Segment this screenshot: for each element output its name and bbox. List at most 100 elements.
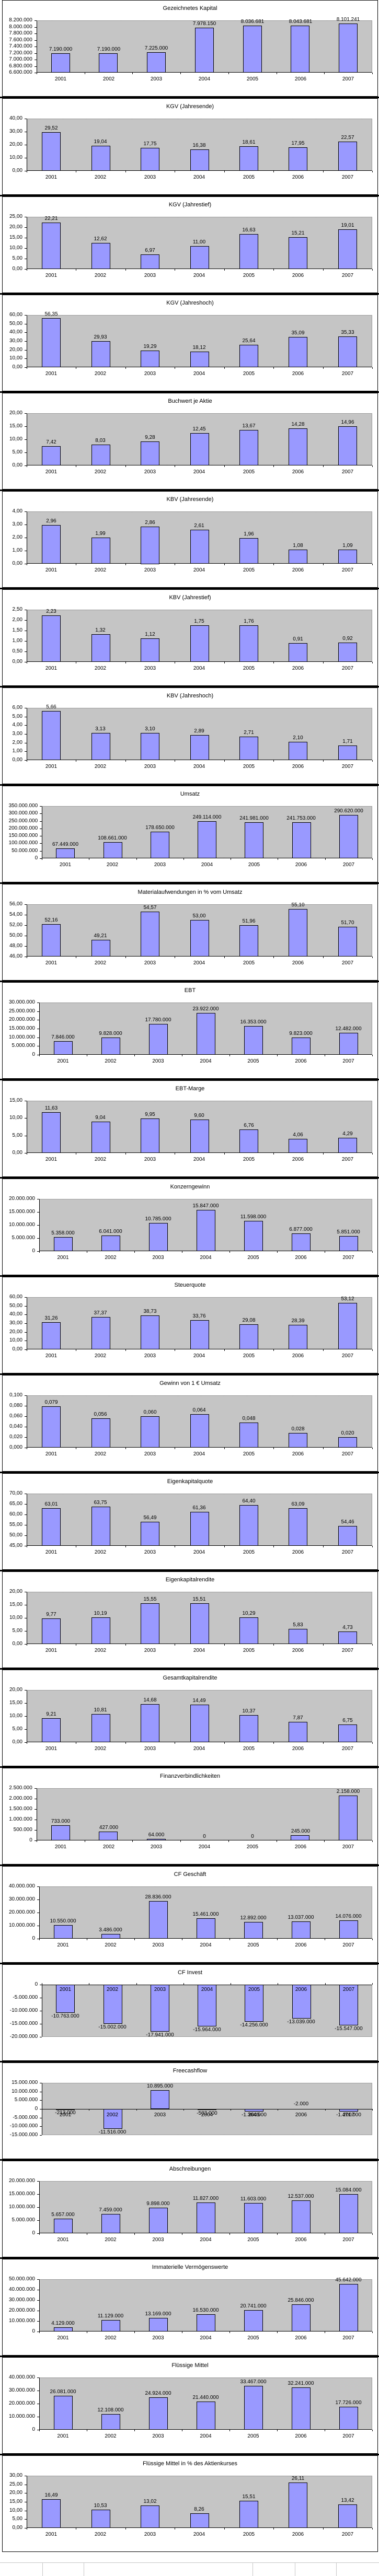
bar-2007[interactable] xyxy=(338,1631,357,1644)
bar-2003[interactable] xyxy=(151,832,169,858)
bar-2007[interactable] xyxy=(338,1303,357,1349)
bar-2004[interactable] xyxy=(190,149,209,171)
bar-2006[interactable] xyxy=(292,1921,311,1939)
bar-2002[interactable] xyxy=(91,538,110,564)
bar-2004[interactable] xyxy=(190,1705,209,1742)
bar-2006[interactable] xyxy=(289,742,307,760)
bar-2006[interactable] xyxy=(289,237,307,269)
bar-2005[interactable] xyxy=(243,26,262,73)
bar-2006[interactable] xyxy=(292,2200,311,2233)
bar-2002[interactable] xyxy=(91,634,110,662)
bar-2006[interactable] xyxy=(289,550,307,564)
bar-2005[interactable] xyxy=(244,1221,263,1251)
bar-2001[interactable] xyxy=(42,1508,61,1546)
bar-2007[interactable] xyxy=(338,142,357,171)
bar-2006[interactable] xyxy=(289,1139,307,1153)
bar-2007[interactable] xyxy=(339,24,358,73)
bar-2001[interactable] xyxy=(54,1925,73,1939)
bar-2003[interactable] xyxy=(151,2090,169,2109)
bar-2002[interactable] xyxy=(91,1122,110,1153)
bar-2004[interactable] xyxy=(190,530,209,564)
bar-2007[interactable] xyxy=(338,643,357,662)
bar-2002[interactable] xyxy=(101,1235,120,1251)
bar-2007[interactable] xyxy=(338,1437,357,1448)
bar-2007[interactable] xyxy=(339,2284,358,2332)
bar-2006[interactable] xyxy=(292,2304,311,2332)
bar-2004[interactable] xyxy=(198,1985,216,2026)
bar-2006[interactable] xyxy=(292,822,311,858)
bar-2003[interactable] xyxy=(141,351,159,367)
bar-2006[interactable] xyxy=(291,1835,309,1840)
bar-2004[interactable] xyxy=(197,1210,215,1251)
bar-2006[interactable] xyxy=(289,147,307,171)
bar-2003[interactable] xyxy=(151,1985,169,2032)
bar-2004[interactable] xyxy=(190,1603,209,1644)
bar-2004[interactable] xyxy=(190,352,209,367)
bar-2002[interactable] xyxy=(99,1832,118,1840)
bar-2003[interactable] xyxy=(141,2505,159,2528)
bar-2002[interactable] xyxy=(101,1038,120,1055)
bar-2006[interactable] xyxy=(291,26,309,73)
bar-2006[interactable] xyxy=(289,1722,307,1742)
bar-2005[interactable] xyxy=(239,146,258,171)
bar-2007[interactable] xyxy=(339,2109,358,2112)
bar-2005[interactable] xyxy=(239,1423,258,1448)
bar-2002[interactable] xyxy=(104,2109,122,2129)
bar-2003[interactable] xyxy=(141,733,159,760)
bar-2006[interactable] xyxy=(289,2482,307,2528)
bar-2007[interactable] xyxy=(339,1985,358,2025)
bar-2005[interactable] xyxy=(244,2310,263,2332)
bar-2003[interactable] xyxy=(141,148,159,171)
bar-2002[interactable] xyxy=(91,1617,110,1644)
bar-2003[interactable] xyxy=(141,912,159,957)
bar-2002[interactable] xyxy=(104,842,122,858)
bar-2001[interactable] xyxy=(42,318,61,367)
bar-2005[interactable] xyxy=(245,1985,263,2022)
bar-2006[interactable] xyxy=(289,1508,307,1546)
bar-2002[interactable] xyxy=(91,2510,110,2528)
bar-2001[interactable] xyxy=(56,2109,75,2110)
bar-2001[interactable] xyxy=(42,2499,61,2528)
bar-2007[interactable] xyxy=(338,426,357,465)
bar-2001[interactable] xyxy=(54,1041,73,1055)
bar-2003[interactable] xyxy=(141,441,159,465)
bar-2004[interactable] xyxy=(190,1512,209,1546)
bar-2001[interactable] xyxy=(56,1985,75,2013)
bar-2005[interactable] xyxy=(239,538,258,564)
bar-2001[interactable] xyxy=(42,615,61,662)
bar-2001[interactable] xyxy=(42,1112,61,1153)
bar-2004[interactable] xyxy=(190,1320,209,1349)
bar-2004[interactable] xyxy=(190,246,209,269)
bar-2002[interactable] xyxy=(91,1317,110,1349)
bar-2001[interactable] xyxy=(42,711,61,760)
bar-2007[interactable] xyxy=(339,1236,358,1251)
bar-2007[interactable] xyxy=(338,927,357,957)
bar-2002[interactable] xyxy=(91,445,110,465)
bar-2002[interactable] xyxy=(104,1985,122,2024)
bar-2001[interactable] xyxy=(54,1237,73,1251)
bar-2005[interactable] xyxy=(239,234,258,269)
bar-2003[interactable] xyxy=(147,1839,166,1840)
bar-2001[interactable] xyxy=(42,1618,61,1644)
bar-2004[interactable] xyxy=(190,433,209,465)
bar-2007[interactable] xyxy=(338,1724,357,1742)
bar-2007[interactable] xyxy=(338,336,357,367)
bar-2005[interactable] xyxy=(239,1617,258,1644)
bar-2003[interactable] xyxy=(141,638,159,662)
bar-2001[interactable] xyxy=(42,132,61,171)
bar-2006[interactable] xyxy=(289,1629,307,1644)
bar-2002[interactable] xyxy=(91,341,110,367)
bar-2001[interactable] xyxy=(51,1825,70,1840)
bar-2005[interactable] xyxy=(239,1715,258,1742)
bar-2006[interactable] xyxy=(289,1433,307,1448)
bar-2002[interactable] xyxy=(91,940,110,957)
bar-2001[interactable] xyxy=(42,223,61,269)
bar-2005[interactable] xyxy=(245,2109,263,2112)
bar-2004[interactable] xyxy=(197,2202,215,2233)
bar-2007[interactable] xyxy=(339,2194,358,2233)
bar-2002[interactable] xyxy=(101,1934,120,1939)
bar-2001[interactable] xyxy=(54,2327,73,2332)
bar-2004[interactable] xyxy=(198,2109,216,2110)
bar-2004[interactable] xyxy=(190,1414,209,1448)
bar-2003[interactable] xyxy=(141,254,159,269)
